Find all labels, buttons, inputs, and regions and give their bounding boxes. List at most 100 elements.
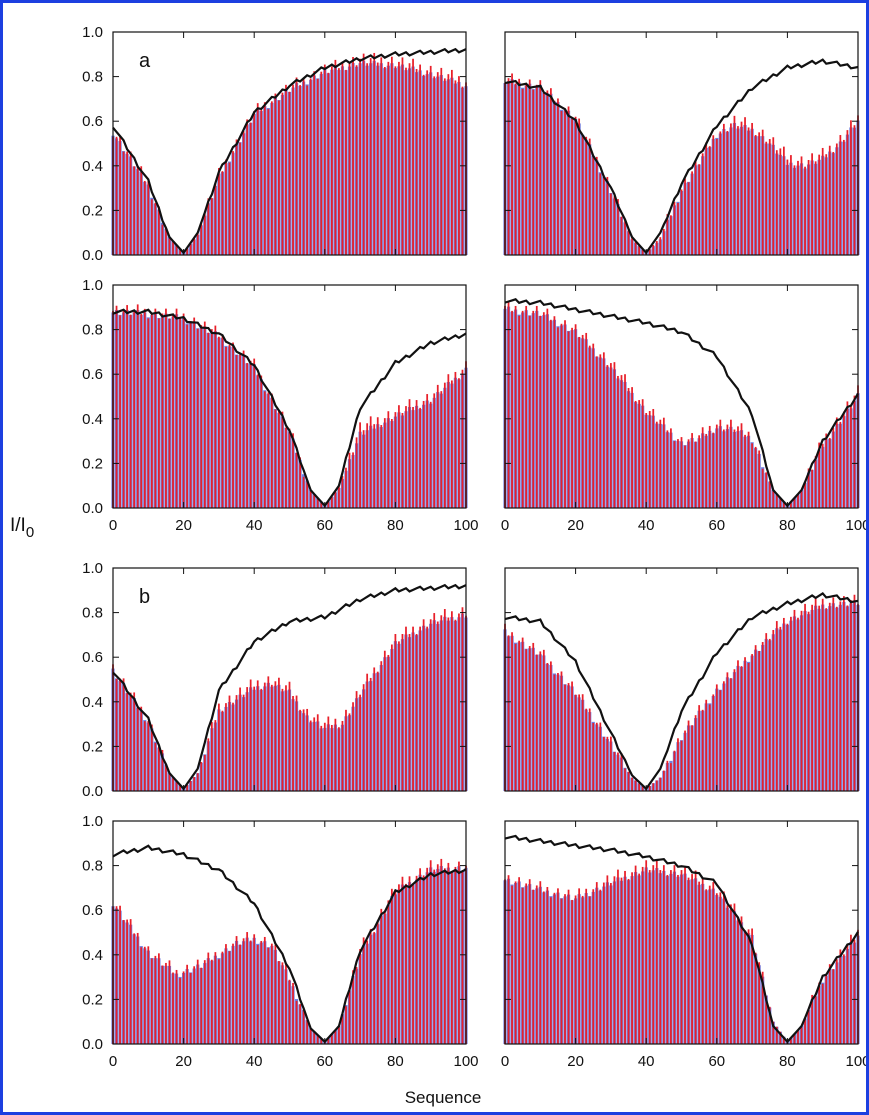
y-tick-label: 0.4 [82, 158, 103, 175]
bar-measured [419, 64, 421, 255]
x-tick-label: 60 [316, 1053, 333, 1070]
bar-measured [165, 764, 167, 791]
bar-measured [143, 180, 146, 255]
bar-measured [687, 720, 690, 791]
bar-measured [179, 318, 181, 508]
bar-measured [345, 69, 347, 255]
bar-measured [730, 904, 732, 1044]
x-tick-label: 0 [109, 1053, 117, 1070]
bar-measured [140, 706, 143, 791]
bar-measured [447, 862, 450, 1044]
bar-measured [737, 917, 739, 1044]
bar-measured [288, 979, 291, 1044]
bar-measured [359, 422, 361, 508]
bar-measured [592, 889, 595, 1044]
bar-measured [179, 784, 181, 791]
bar-measured [550, 319, 552, 508]
bar-measured [232, 943, 234, 1044]
y-tick-label: 0.2 [82, 738, 103, 755]
bar-measured [154, 955, 157, 1044]
bar-measured [288, 681, 291, 791]
bar-measured [835, 959, 838, 1044]
bar-measured [772, 629, 775, 791]
x-axis-title: Sequence [405, 1088, 482, 1107]
bar-measured [225, 703, 227, 791]
bar-measured [295, 1000, 298, 1044]
bar-measured [147, 318, 150, 508]
x-tick-label: 80 [387, 1053, 404, 1070]
bar-measured [338, 68, 340, 255]
bar-measured [553, 674, 556, 791]
bar-measured [278, 100, 280, 256]
bar-measured [641, 399, 644, 508]
bar-measured [691, 725, 693, 791]
bar-measured [535, 654, 538, 791]
bar-measured [585, 136, 588, 255]
bar-measured [143, 721, 146, 791]
bar-measured [595, 356, 598, 508]
bar-measured [203, 754, 206, 791]
bar-measured [684, 445, 686, 508]
bar-measured [133, 309, 136, 508]
bar-measured [846, 401, 849, 508]
bar-measured [680, 740, 683, 791]
bar-measured [539, 651, 542, 791]
bar-measured [578, 888, 581, 1044]
bar-measured [850, 405, 852, 508]
bar-measured [398, 884, 400, 1044]
bar-measured [638, 783, 641, 791]
bar-measured [306, 708, 309, 791]
bar-measured [532, 642, 535, 791]
x-tick-label: 60 [316, 517, 333, 534]
bar-measured [761, 971, 764, 1044]
bar-measured [458, 76, 460, 256]
y-tick-label: 0.0 [82, 1036, 103, 1053]
bar-measured [376, 417, 379, 508]
y-tick-label: 0.2 [82, 455, 103, 472]
bar-measured [302, 1007, 305, 1044]
x-tick-label: 100 [845, 517, 866, 534]
bar-measured [263, 102, 266, 256]
bar-measured [624, 374, 626, 508]
bar-measured [405, 406, 407, 508]
bar-measured [362, 937, 365, 1044]
bar-measured [535, 885, 538, 1044]
bar-measured [687, 877, 690, 1044]
bar-measured [443, 609, 446, 791]
x-tick-label: 80 [779, 1053, 796, 1070]
bar-measured [115, 678, 118, 791]
bar-measured [578, 118, 581, 256]
bar-measured [659, 870, 662, 1044]
y-tick-label: 0.0 [82, 247, 103, 264]
panels-group: 0.0 0.2 0.4 0.6 0.8 1.0 a 0.0 0.2 0.4 0.6 0.8 1.0 0 20… [82, 24, 866, 1070]
bar-measured [278, 961, 280, 1044]
bar-measured [680, 189, 683, 255]
bar-measured [821, 983, 824, 1044]
bar-measured [235, 936, 238, 1044]
bar-measured [571, 118, 573, 255]
bar-measured [662, 770, 665, 791]
panel-label: a [139, 50, 151, 72]
bar-measured [193, 237, 196, 255]
bar-measured [542, 312, 545, 508]
bar-measured [119, 315, 121, 508]
bar-measured [249, 360, 252, 508]
bar-measured [214, 325, 217, 508]
bar-measured [228, 695, 231, 791]
plot-frame [504, 820, 859, 1045]
bar-measured [292, 84, 294, 255]
bar-measured [168, 773, 171, 791]
bar-measured [744, 434, 746, 508]
bar-measured [733, 669, 736, 791]
bar-measured [507, 78, 510, 255]
bar-measured [641, 248, 644, 255]
bar-measured [263, 391, 266, 508]
bar-measured [299, 457, 301, 508]
bar-measured [684, 730, 686, 791]
bar-measured [306, 480, 309, 509]
bar-measured [203, 321, 206, 508]
plot-frame [112, 820, 467, 1045]
bar-measured [733, 429, 736, 508]
bar-measured [814, 456, 817, 508]
